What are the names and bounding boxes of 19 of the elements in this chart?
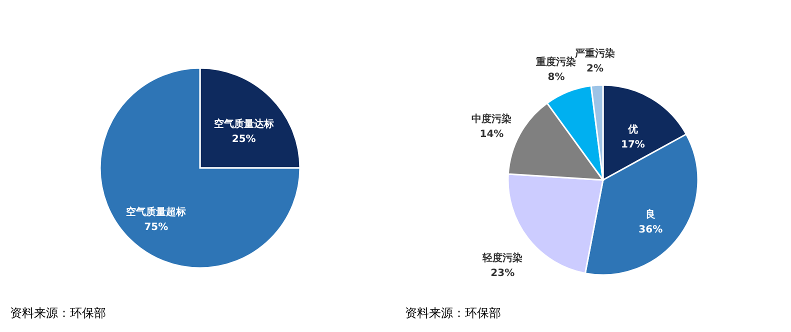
slice-label: 良 — [646, 208, 656, 221]
data-label: 23% — [490, 268, 515, 279]
data-label: 8% — [548, 72, 565, 83]
slice-label: 空气质量达标 — [214, 118, 274, 130]
slice-label: 中度污染 — [472, 112, 512, 125]
text: 资料来源：环保部 — [10, 306, 106, 320]
data-label: 75% — [144, 222, 168, 233]
slice-label: 重度污染 — [535, 56, 576, 68]
data-label: 17% — [621, 139, 645, 150]
data-label: 25% — [232, 134, 256, 146]
slice-label: 轻度污染 — [482, 252, 523, 264]
data-label: 14% — [480, 128, 504, 140]
text: 资料来源：环保部 — [405, 306, 501, 320]
slice-label: 空气质量超标 — [126, 206, 186, 218]
data-label: 2% — [586, 63, 604, 74]
pie-slice — [99, 67, 301, 269]
data-label: 36% — [638, 224, 663, 236]
slice-label: 优 — [626, 123, 638, 136]
slice-label: 严重污染 — [574, 47, 616, 60]
